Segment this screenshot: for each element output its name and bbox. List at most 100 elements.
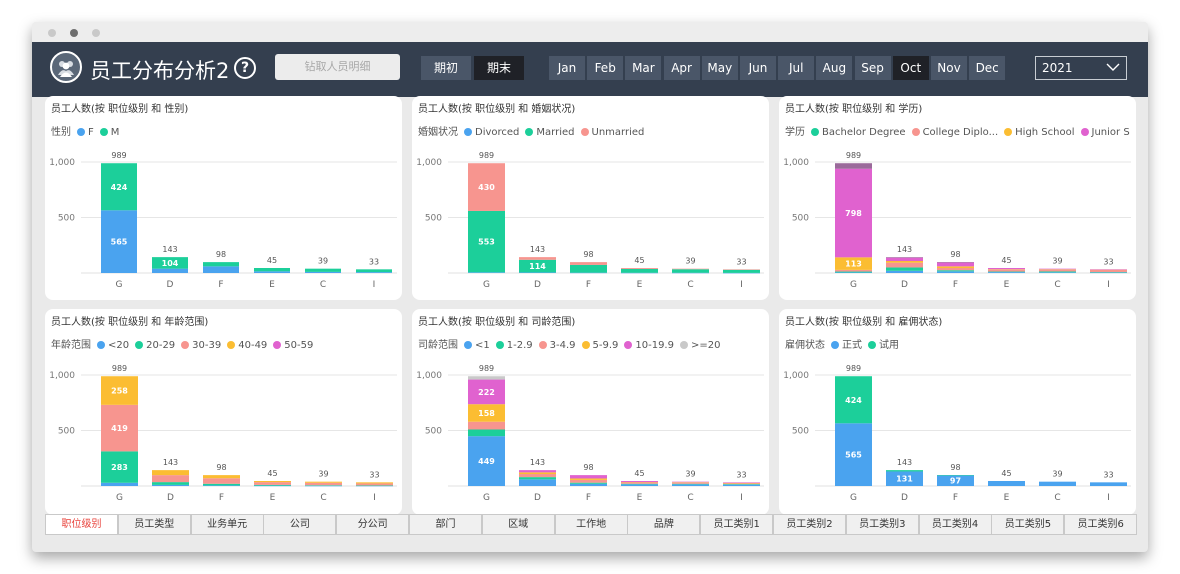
month-button-apr[interactable]: Apr: [663, 56, 700, 80]
month-button-jun[interactable]: Jun: [740, 56, 776, 80]
tab-1[interactable]: 员工类型: [117, 514, 191, 535]
bar-segment[interactable]: [886, 261, 923, 263]
legend-item[interactable]: M: [99, 127, 119, 138]
bar-segment[interactable]: [835, 272, 872, 273]
bar-segment[interactable]: [621, 482, 658, 483]
bar-segment[interactable]: [254, 268, 290, 272]
bar-segment[interactable]: [937, 475, 974, 476]
bar-segment[interactable]: [570, 475, 607, 479]
bar-segment[interactable]: [1090, 482, 1127, 486]
bar-segment[interactable]: [101, 404, 138, 452]
legend-item[interactable]: <1: [464, 340, 490, 351]
bar-segment[interactable]: [621, 482, 658, 484]
bar-segment[interactable]: [1039, 272, 1076, 273]
bar-segment[interactable]: [835, 423, 872, 486]
bar-segment[interactable]: [835, 257, 872, 270]
bar-segment[interactable]: [723, 482, 760, 483]
bar-segment[interactable]: [305, 485, 342, 486]
legend-item[interactable]: Divorced: [464, 127, 519, 138]
bar-segment[interactable]: [519, 259, 556, 273]
bar-segment[interactable]: [672, 268, 709, 270]
legend-item[interactable]: High School: [1004, 127, 1075, 138]
bar-segment[interactable]: [621, 483, 658, 485]
bar-segment[interactable]: [937, 268, 974, 271]
month-button-nov[interactable]: Nov: [931, 56, 967, 80]
bar-segment[interactable]: [886, 270, 923, 273]
legend-item[interactable]: Married: [525, 127, 575, 138]
bar-segment[interactable]: [672, 484, 709, 486]
bar-segment[interactable]: [723, 482, 760, 484]
bar-segment[interactable]: [203, 266, 239, 273]
bar-segment[interactable]: [254, 484, 291, 486]
bar-segment[interactable]: [835, 163, 872, 169]
bar-segment[interactable]: [468, 376, 505, 380]
bar-segment[interactable]: [519, 472, 556, 475]
legend-item[interactable]: College Diplo...: [911, 127, 998, 138]
legend-item[interactable]: 5-9.9: [581, 340, 618, 351]
tab-8[interactable]: 品牌: [627, 514, 701, 535]
help-icon[interactable]: ?: [234, 57, 256, 79]
legend-item[interactable]: Unmarried: [580, 127, 644, 138]
year-dropdown[interactable]: 2021: [1035, 56, 1127, 80]
bar-segment[interactable]: [723, 484, 760, 486]
bar-segment[interactable]: [1090, 272, 1127, 274]
bar-segment[interactable]: [519, 470, 556, 473]
bar-segment[interactable]: [723, 484, 760, 485]
bar-segment[interactable]: [988, 268, 1025, 270]
bar-segment[interactable]: [988, 269, 1025, 270]
bar-segment[interactable]: [1039, 271, 1076, 273]
tab-5[interactable]: 部门: [409, 514, 482, 535]
bar-segment[interactable]: [152, 484, 189, 486]
bar-segment[interactable]: [988, 481, 1025, 486]
month-button-jul[interactable]: Jul: [778, 56, 815, 80]
bar-segment[interactable]: [468, 272, 505, 273]
bar-segment[interactable]: [468, 421, 505, 430]
bar-segment[interactable]: [723, 269, 760, 273]
tab-3[interactable]: 公司: [263, 514, 337, 535]
chart-panel[interactable]: 员工人数(按 职位级别 和 雇佣状态) 雇佣状态 正式 试用 1,000 500 989 G 5…: [779, 309, 1136, 515]
legend-item[interactable]: 10-19.9: [624, 340, 674, 351]
bar-segment[interactable]: [621, 272, 658, 274]
legend-item[interactable]: >=20: [679, 340, 720, 351]
bar-segment[interactable]: [203, 478, 240, 484]
chart-panel[interactable]: 员工人数(按 职位级别 和 性别) 性别 F M 1,000 500 989 G 565 424 1…: [45, 96, 402, 300]
bar-segment[interactable]: [835, 376, 872, 424]
legend-item[interactable]: 40-49: [227, 340, 267, 351]
window-dot-icon[interactable]: [70, 29, 78, 37]
bar-segment[interactable]: [886, 262, 923, 268]
bar-segment[interactable]: [621, 268, 658, 269]
bar-segment[interactable]: [570, 262, 607, 265]
bar-segment[interactable]: [937, 262, 974, 267]
legend-item[interactable]: 正式: [831, 340, 862, 351]
chart-panel[interactable]: 员工人数(按 职位级别 和 婚姻状况) 婚姻状况 Divorced Married Un…: [412, 96, 769, 300]
bar-segment[interactable]: [101, 451, 138, 483]
bar-segment[interactable]: [356, 485, 393, 487]
bar-segment[interactable]: [101, 163, 137, 211]
bar-segment[interactable]: [101, 210, 137, 273]
bar-segment[interactable]: [672, 269, 709, 273]
bar-segment[interactable]: [1039, 481, 1076, 486]
tab-0[interactable]: 职位级别: [45, 514, 118, 535]
drill-details-button[interactable]: 钻取人员明细: [275, 54, 400, 80]
month-button-aug[interactable]: Aug: [816, 56, 853, 80]
bar-segment[interactable]: [886, 471, 923, 486]
bar-segment[interactable]: [1090, 269, 1127, 273]
bar-segment[interactable]: [519, 272, 556, 273]
bar-segment[interactable]: [356, 272, 392, 273]
bar-segment[interactable]: [203, 262, 239, 267]
bar-segment[interactable]: [356, 482, 393, 484]
tab-7[interactable]: 工作地: [554, 514, 628, 535]
bar-segment[interactable]: [203, 483, 240, 486]
bar-segment[interactable]: [937, 271, 974, 273]
bar-segment[interactable]: [1090, 269, 1127, 270]
bar-segment[interactable]: [672, 482, 709, 484]
bar-segment[interactable]: [570, 264, 607, 273]
legend-item[interactable]: 试用: [868, 340, 899, 351]
bar-segment[interactable]: [203, 485, 240, 486]
bar-segment[interactable]: [468, 210, 505, 273]
bar-segment[interactable]: [621, 484, 658, 486]
bar-segment[interactable]: [468, 163, 505, 211]
month-button-sep[interactable]: Sep: [854, 56, 891, 80]
legend-item[interactable]: 30-39: [181, 340, 221, 351]
bar-segment[interactable]: [672, 272, 709, 274]
